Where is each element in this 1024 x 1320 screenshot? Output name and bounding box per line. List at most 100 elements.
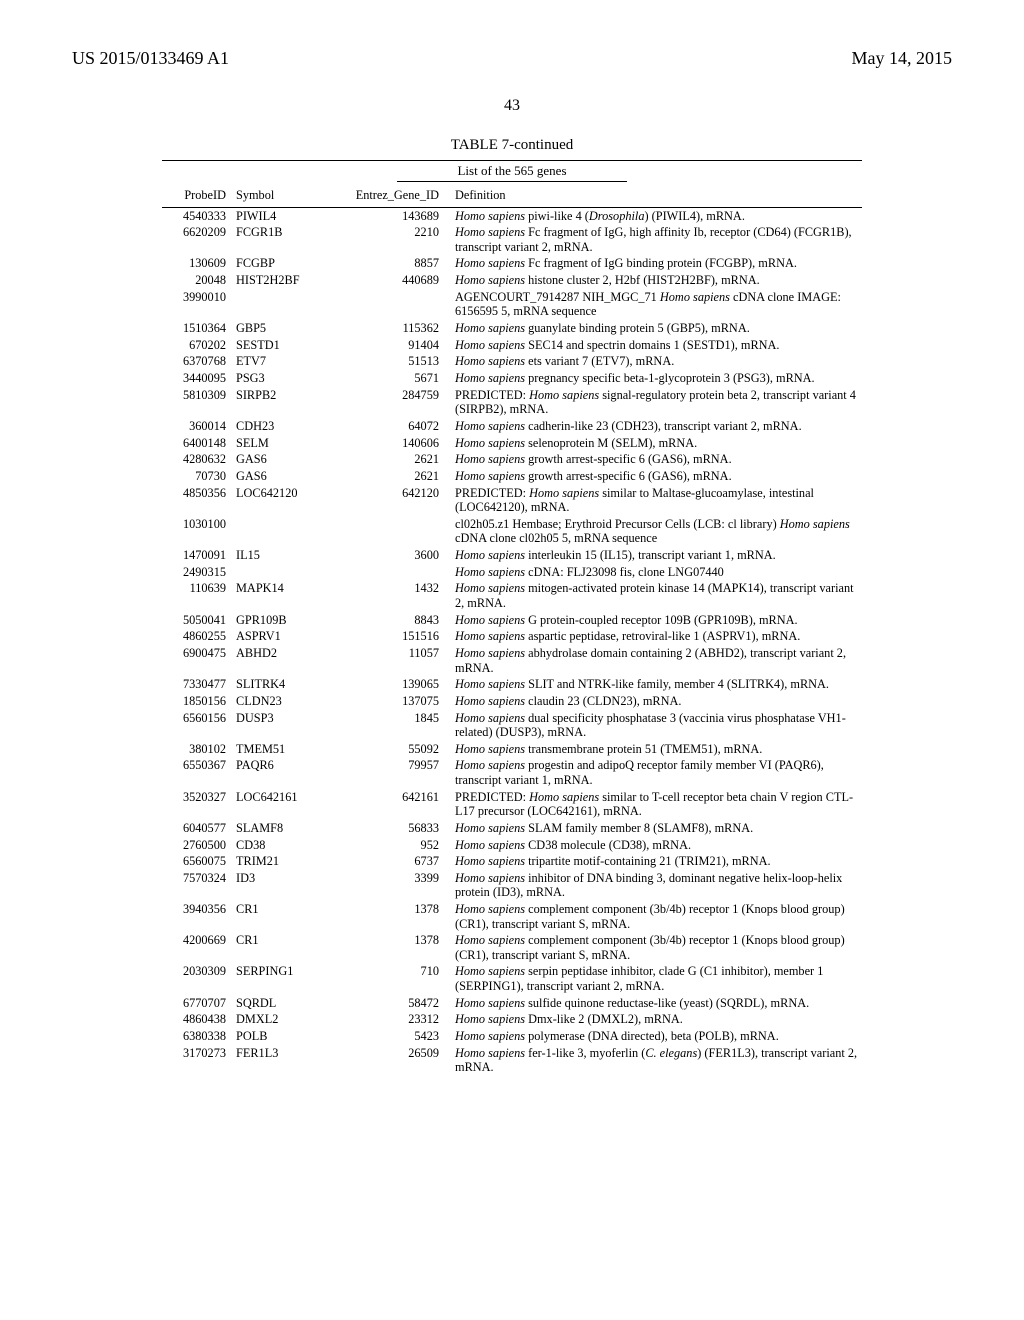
table-row: 1030100cl02h05.z1 Hembase; Erythroid Pre…	[162, 516, 862, 547]
cell-probe: 4850356	[162, 485, 232, 516]
cell-symbol: IL15	[232, 547, 330, 564]
table-row: 7330477SLITRK4139065Homo sapiens SLIT an…	[162, 676, 862, 693]
table-row: 670202SESTD191404Homo sapiens SEC14 and …	[162, 337, 862, 354]
cell-definition: Homo sapiens guanylate binding protein 5…	[451, 320, 862, 337]
table-row: 6040577SLAMF856833Homo sapiens SLAM fami…	[162, 820, 862, 837]
cell-entrez: 284759	[330, 387, 451, 418]
table-row: 4540333PIWIL4143689Homo sapiens piwi-lik…	[162, 207, 862, 224]
page-number: 43	[72, 97, 952, 115]
cell-probe: 70730	[162, 468, 232, 485]
cell-probe: 6040577	[162, 820, 232, 837]
cell-symbol: SIRPB2	[232, 387, 330, 418]
header-right: May 14, 2015	[852, 48, 953, 69]
cell-symbol: SLITRK4	[232, 676, 330, 693]
table-row: 6560075TRIM216737Homo sapiens tripartite…	[162, 853, 862, 870]
cell-definition: Homo sapiens Dmx-like 2 (DMXL2), mRNA.	[451, 1011, 862, 1028]
cell-definition: Homo sapiens histone cluster 2, H2bf (HI…	[451, 272, 862, 289]
cell-entrez: 3600	[330, 547, 451, 564]
cell-definition: Homo sapiens aspartic peptidase, retrovi…	[451, 628, 862, 645]
cell-entrez: 140606	[330, 435, 451, 452]
cell-symbol: TMEM51	[232, 741, 330, 758]
cell-definition: Homo sapiens CD38 molecule (CD38), mRNA.	[451, 836, 862, 853]
cell-symbol	[232, 516, 330, 547]
table-row: 3440095PSG35671Homo sapiens pregnancy sp…	[162, 370, 862, 387]
table-row: 3520327LOC642161642161PREDICTED: Homo sa…	[162, 789, 862, 820]
cell-entrez	[330, 289, 451, 320]
table-header-row: ProbeID Symbol Entrez_Gene_ID Definition	[162, 182, 862, 207]
cell-entrez: 79957	[330, 757, 451, 788]
cell-probe: 4860438	[162, 1011, 232, 1028]
cell-symbol: CLDN23	[232, 693, 330, 710]
cell-symbol: GBP5	[232, 320, 330, 337]
cell-entrez: 1432	[330, 580, 451, 611]
cell-probe: 6400148	[162, 435, 232, 452]
cell-probe: 5810309	[162, 387, 232, 418]
cell-symbol: CD38	[232, 836, 330, 853]
cell-probe: 1510364	[162, 320, 232, 337]
cell-probe: 130609	[162, 255, 232, 272]
cell-probe: 4540333	[162, 207, 232, 224]
cell-definition: Homo sapiens cadherin-like 23 (CDH23), t…	[451, 418, 862, 435]
col-definition: Definition	[451, 182, 862, 207]
cell-probe: 6770707	[162, 995, 232, 1012]
table-row: 6380338POLB5423Homo sapiens polymerase (…	[162, 1028, 862, 1045]
cell-symbol: ASPRV1	[232, 628, 330, 645]
cell-symbol: GAS6	[232, 451, 330, 468]
table-row: 4280632GAS62621Homo sapiens growth arres…	[162, 451, 862, 468]
cell-entrez: 5423	[330, 1028, 451, 1045]
cell-symbol: PAQR6	[232, 757, 330, 788]
cell-symbol: LOC642120	[232, 485, 330, 516]
cell-entrez: 55092	[330, 741, 451, 758]
cell-definition: Homo sapiens cDNA: FLJ23098 fis, clone L…	[451, 564, 862, 581]
cell-symbol: ABHD2	[232, 645, 330, 676]
cell-probe: 360014	[162, 418, 232, 435]
cell-definition: Homo sapiens growth arrest-specific 6 (G…	[451, 451, 862, 468]
cell-symbol: CDH23	[232, 418, 330, 435]
cell-probe: 1030100	[162, 516, 232, 547]
cell-entrez: 1845	[330, 710, 451, 741]
cell-probe: 6900475	[162, 645, 232, 676]
cell-entrez: 137075	[330, 693, 451, 710]
cell-symbol: PIWIL4	[232, 207, 330, 224]
cell-probe: 6560075	[162, 853, 232, 870]
cell-definition: Homo sapiens SEC14 and spectrin domains …	[451, 337, 862, 354]
cell-entrez: 51513	[330, 353, 451, 370]
cell-definition: Homo sapiens complement component (3b/4b…	[451, 932, 862, 963]
cell-entrez: 710	[330, 963, 451, 994]
cell-probe: 3170273	[162, 1045, 232, 1076]
cell-entrez: 952	[330, 836, 451, 853]
cell-symbol: DUSP3	[232, 710, 330, 741]
cell-entrez: 26509	[330, 1045, 451, 1076]
cell-probe: 4280632	[162, 451, 232, 468]
cell-probe: 6560156	[162, 710, 232, 741]
cell-entrez: 115362	[330, 320, 451, 337]
cell-definition: Homo sapiens SLAM family member 8 (SLAMF…	[451, 820, 862, 837]
cell-probe: 2030309	[162, 963, 232, 994]
cell-symbol: SELM	[232, 435, 330, 452]
cell-definition: Homo sapiens claudin 23 (CLDN23), mRNA.	[451, 693, 862, 710]
list-title: List of the 565 genes	[397, 163, 627, 182]
table-row: 1850156CLDN23137075Homo sapiens claudin …	[162, 693, 862, 710]
cell-probe: 2490315	[162, 564, 232, 581]
cell-definition: Homo sapiens sulfide quinone reductase-l…	[451, 995, 862, 1012]
cell-definition: Homo sapiens G protein-coupled receptor …	[451, 612, 862, 629]
table-row: 6370768ETV751513Homo sapiens ets variant…	[162, 353, 862, 370]
cell-symbol: POLB	[232, 1028, 330, 1045]
cell-entrez: 642161	[330, 789, 451, 820]
cell-probe: 6620209	[162, 224, 232, 255]
table-row: 70730GAS62621Homo sapiens growth arrest-…	[162, 468, 862, 485]
cell-definition: Homo sapiens fer-1-like 3, myoferlin (C.…	[451, 1045, 862, 1076]
cell-definition: Homo sapiens abhydrolase domain containi…	[451, 645, 862, 676]
table-row: 5050041GPR109B8843Homo sapiens G protein…	[162, 612, 862, 629]
list-title-wrap: List of the 565 genes	[162, 160, 862, 182]
cell-entrez	[330, 516, 451, 547]
cell-definition: Homo sapiens mitogen-activated protein k…	[451, 580, 862, 611]
table-row: 1510364GBP5115362Homo sapiens guanylate …	[162, 320, 862, 337]
cell-definition: Homo sapiens ets variant 7 (ETV7), mRNA.	[451, 353, 862, 370]
cell-probe: 6380338	[162, 1028, 232, 1045]
cell-definition: Homo sapiens dual specificity phosphatas…	[451, 710, 862, 741]
cell-definition: Homo sapiens tripartite motif-containing…	[451, 853, 862, 870]
cell-probe: 3520327	[162, 789, 232, 820]
cell-probe: 6370768	[162, 353, 232, 370]
table-row: 6400148SELM140606Homo sapiens selenoprot…	[162, 435, 862, 452]
